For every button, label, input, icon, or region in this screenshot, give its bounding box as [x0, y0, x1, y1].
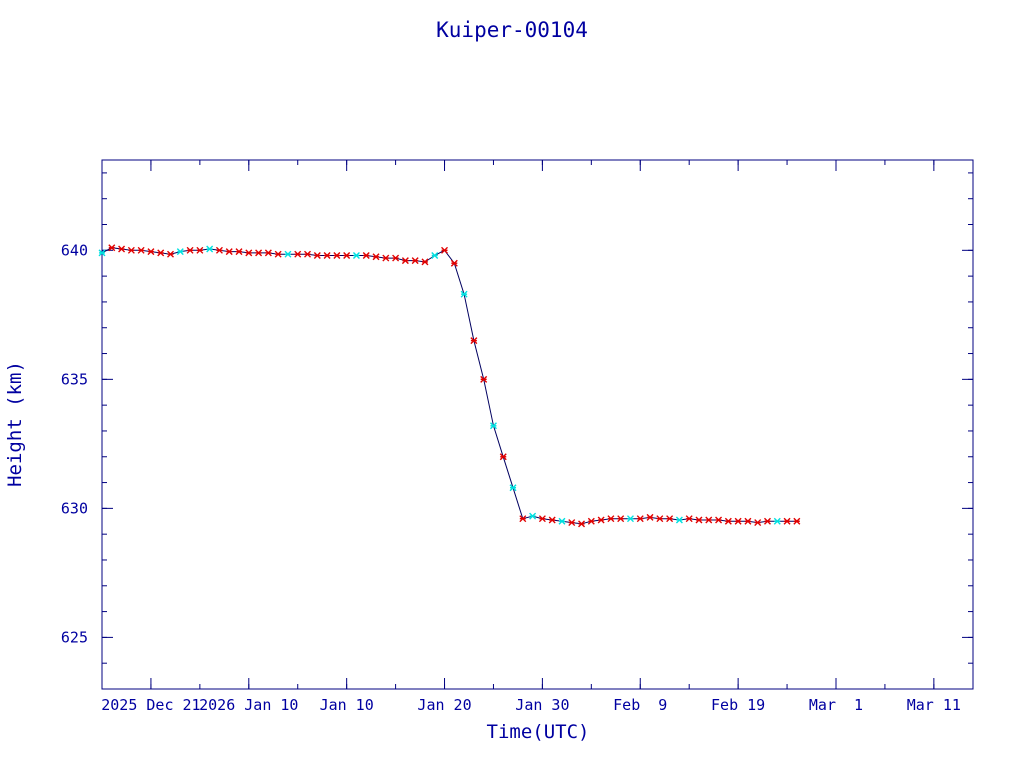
data-point [304, 250, 312, 258]
data-point-secondary [489, 422, 497, 430]
data-point [401, 257, 409, 265]
data-point [450, 259, 458, 267]
data-point [744, 517, 752, 525]
axis-ticks [101, 160, 973, 690]
x-tick-label: Mar 1 [809, 696, 863, 714]
chart-title: Kuiper-00104 [436, 18, 588, 42]
data-point [597, 516, 605, 524]
data-point [734, 517, 742, 525]
data-point [196, 246, 204, 254]
y-tick-label: 630 [61, 499, 88, 517]
data-point-secondary [529, 512, 537, 520]
data-point-secondary [98, 249, 106, 257]
data-point-secondary [460, 290, 468, 298]
data-point [587, 517, 595, 525]
y-tick-label: 640 [61, 241, 88, 259]
data-point-secondary [558, 517, 566, 525]
data-point [294, 250, 302, 258]
data-point-secondary [431, 251, 439, 259]
data-point [421, 258, 429, 266]
x-tick-label: Jan 10 [320, 696, 374, 714]
data-point [724, 517, 732, 525]
data-point [499, 453, 507, 461]
data-point [538, 515, 546, 523]
x-tick-label: 2025 Dec 21 [101, 696, 200, 714]
data-point [333, 251, 341, 259]
data-point [793, 517, 801, 525]
data-point-secondary [626, 515, 634, 523]
data-point-secondary [284, 250, 292, 258]
data-point [617, 515, 625, 523]
data-point [646, 513, 654, 521]
plot-frame [101, 159, 974, 690]
data-point-secondary [773, 517, 781, 525]
data-point [108, 244, 116, 252]
data-point [656, 515, 664, 523]
x-tick-label: 2026 Jan 10 [199, 696, 298, 714]
data-point [362, 251, 370, 259]
data-point [666, 515, 674, 523]
data-point-secondary [675, 516, 683, 524]
data-point-secondary [206, 245, 214, 253]
x-tick-label: Feb 19 [711, 696, 765, 714]
data-point [264, 249, 272, 257]
data-point [480, 375, 488, 383]
data-point [715, 516, 723, 524]
data-point [636, 515, 644, 523]
y-tick-labels: 625 630 635 640 [61, 241, 88, 646]
data-point [607, 515, 615, 523]
data-point [313, 251, 321, 259]
data-point [519, 515, 527, 523]
data-point [274, 250, 282, 258]
y-tick-label: 625 [61, 628, 88, 646]
data-point [235, 248, 243, 256]
data-point [186, 246, 194, 254]
data-point [548, 516, 556, 524]
data-point [382, 254, 390, 262]
x-tick-label: Mar 11 [907, 696, 961, 714]
data-point [685, 515, 693, 523]
data-point [157, 249, 165, 257]
data-point [137, 246, 145, 254]
data-point [245, 249, 253, 257]
y-axis-label: Height (km) [4, 361, 26, 487]
data-point [705, 516, 713, 524]
data-point [343, 251, 351, 259]
data-point-secondary [176, 248, 184, 256]
data-point [372, 253, 380, 261]
data-point [695, 516, 703, 524]
data-point [167, 250, 175, 258]
x-tick-label: Jan 20 [417, 696, 471, 714]
data-point [323, 251, 331, 259]
data-point [470, 337, 478, 345]
data-point [411, 257, 419, 265]
data-point [568, 519, 576, 527]
data-point [441, 246, 449, 254]
data-point [225, 248, 233, 256]
data-point [118, 245, 126, 253]
data-point [783, 517, 791, 525]
data-point [215, 246, 223, 254]
data-point [578, 520, 586, 528]
data-point [392, 254, 400, 262]
data-point-secondary [352, 251, 360, 259]
data-point-secondary [509, 484, 517, 492]
x-axis-label: Time(UTC) [487, 721, 590, 743]
data-point [127, 246, 135, 254]
x-tick-label: Feb 9 [613, 696, 667, 714]
y-tick-label: 635 [61, 370, 88, 388]
data-point [763, 517, 771, 525]
plot-area [98, 244, 801, 528]
data-point [754, 519, 762, 527]
series-line [101, 247, 797, 525]
data-point [147, 248, 155, 256]
data-point [255, 249, 263, 257]
x-tick-label: Jan 30 [515, 696, 569, 714]
